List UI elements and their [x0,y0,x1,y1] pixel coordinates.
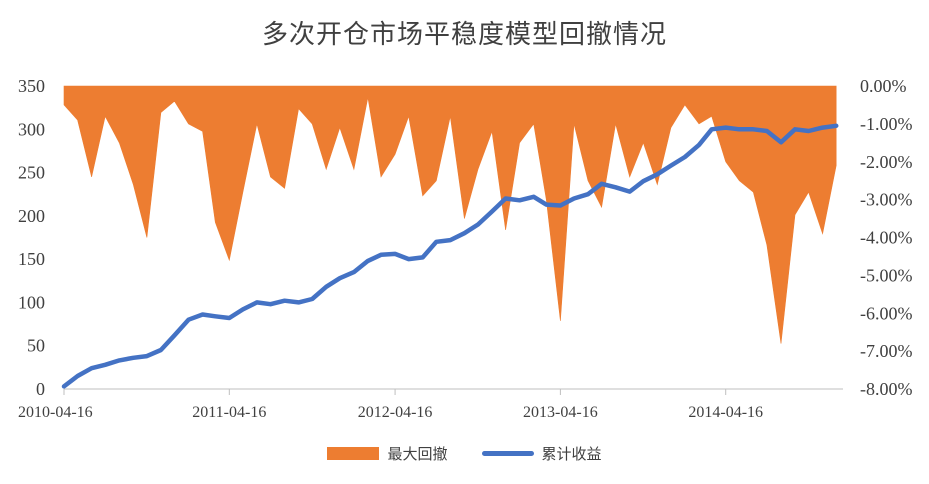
y-left-tick-label: 200 [18,206,45,226]
y-left-tick-label: 0 [36,379,45,399]
chart-title: 多次开仓市场平稳度模型回撤情况 [261,20,667,50]
y-right-tick-label: -2.00% [860,152,913,172]
cumulative-return-line-layer [61,123,839,389]
y-left-tick-label: 100 [18,292,45,312]
y-right-tick-label: -1.00% [860,114,913,134]
y-right-tick-label: -6.00% [860,303,913,323]
x-tick-label: 2011-04-16 [192,404,266,421]
legend: 最大回撤 累计收益 [0,443,929,464]
legend-label-drawdown: 最大回撤 [387,445,448,463]
tick-labels: 0 50 100 150 200 250 300 350 0.00% -1.00% -2.00% -3… [18,76,913,421]
drawdown-area-layer [63,85,837,344]
y-left-tick-label: 150 [18,249,45,269]
y-right-tick-label: -5.00% [860,265,913,285]
x-tick-label: 2013-04-16 [523,404,598,421]
x-tick-label: 2012-04-16 [358,404,433,421]
y-left-tick-label: 50 [27,336,45,356]
y-right-tick-label: 0.00% [860,76,907,96]
drawdown-area [63,85,837,344]
legend-label-cumulative-return: 累计收益 [541,445,602,463]
y-left-tick-label: 250 [18,163,45,183]
legend-item-drawdown: 最大回撤 [327,443,448,464]
legend-swatch-drawdown [327,447,380,460]
y-left-tick-label: 350 [18,76,45,96]
x-tick-label: 2014-04-16 [688,404,763,421]
y-right-tick-label: -4.00% [860,228,913,248]
y-right-tick-label: -3.00% [860,190,913,210]
cumulative-return-line [61,123,839,389]
legend-swatch-cumulative-return [481,451,534,456]
y-left-tick-label: 300 [18,119,45,139]
x-tick-label: 2010-04-16 [18,404,93,421]
legend-item-cumulative-return: 累计收益 [481,443,602,464]
axes [63,388,843,395]
y-right-tick-label: -7.00% [860,341,913,361]
y-right-tick-label: -8.00% [860,379,913,399]
